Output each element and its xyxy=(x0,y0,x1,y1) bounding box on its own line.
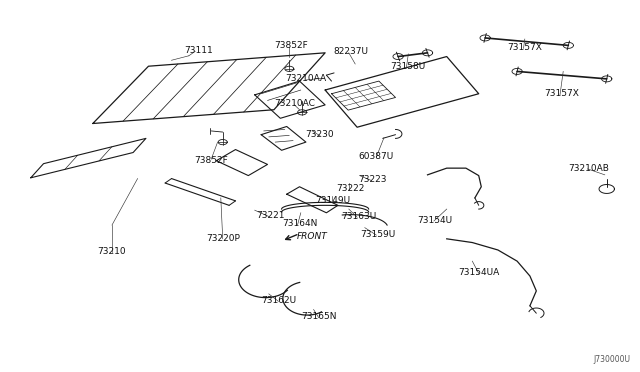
Text: 73162U: 73162U xyxy=(261,296,296,305)
Text: 60387U: 60387U xyxy=(358,152,394,161)
Text: 73852F: 73852F xyxy=(195,156,228,165)
Text: 73159U: 73159U xyxy=(360,230,396,239)
Text: 73157X: 73157X xyxy=(508,43,542,52)
Text: 82237U: 82237U xyxy=(333,47,368,56)
Text: FRONT: FRONT xyxy=(297,232,328,241)
Text: J730000U: J730000U xyxy=(593,355,630,364)
Text: 73210: 73210 xyxy=(98,247,126,256)
Text: 73157X: 73157X xyxy=(545,89,579,98)
Text: 73210AB: 73210AB xyxy=(568,164,609,173)
Text: 73154UA: 73154UA xyxy=(458,268,499,277)
Text: 73149U: 73149U xyxy=(316,196,350,205)
Text: 73163U: 73163U xyxy=(340,212,376,221)
Text: 73852F: 73852F xyxy=(275,41,308,50)
Text: 73223: 73223 xyxy=(358,175,387,184)
Text: 73158U: 73158U xyxy=(390,62,426,71)
Text: 73210AC: 73210AC xyxy=(274,99,315,108)
Text: 73210AA: 73210AA xyxy=(285,74,326,83)
Text: 73221: 73221 xyxy=(256,211,284,220)
Text: 73222: 73222 xyxy=(337,185,365,193)
Text: 73111: 73111 xyxy=(184,46,212,55)
Text: 73164N: 73164N xyxy=(282,219,317,228)
Text: 73230: 73230 xyxy=(306,130,334,139)
Text: 73220P: 73220P xyxy=(206,234,239,243)
Text: 73165N: 73165N xyxy=(301,312,337,321)
Text: 73154U: 73154U xyxy=(418,216,452,225)
